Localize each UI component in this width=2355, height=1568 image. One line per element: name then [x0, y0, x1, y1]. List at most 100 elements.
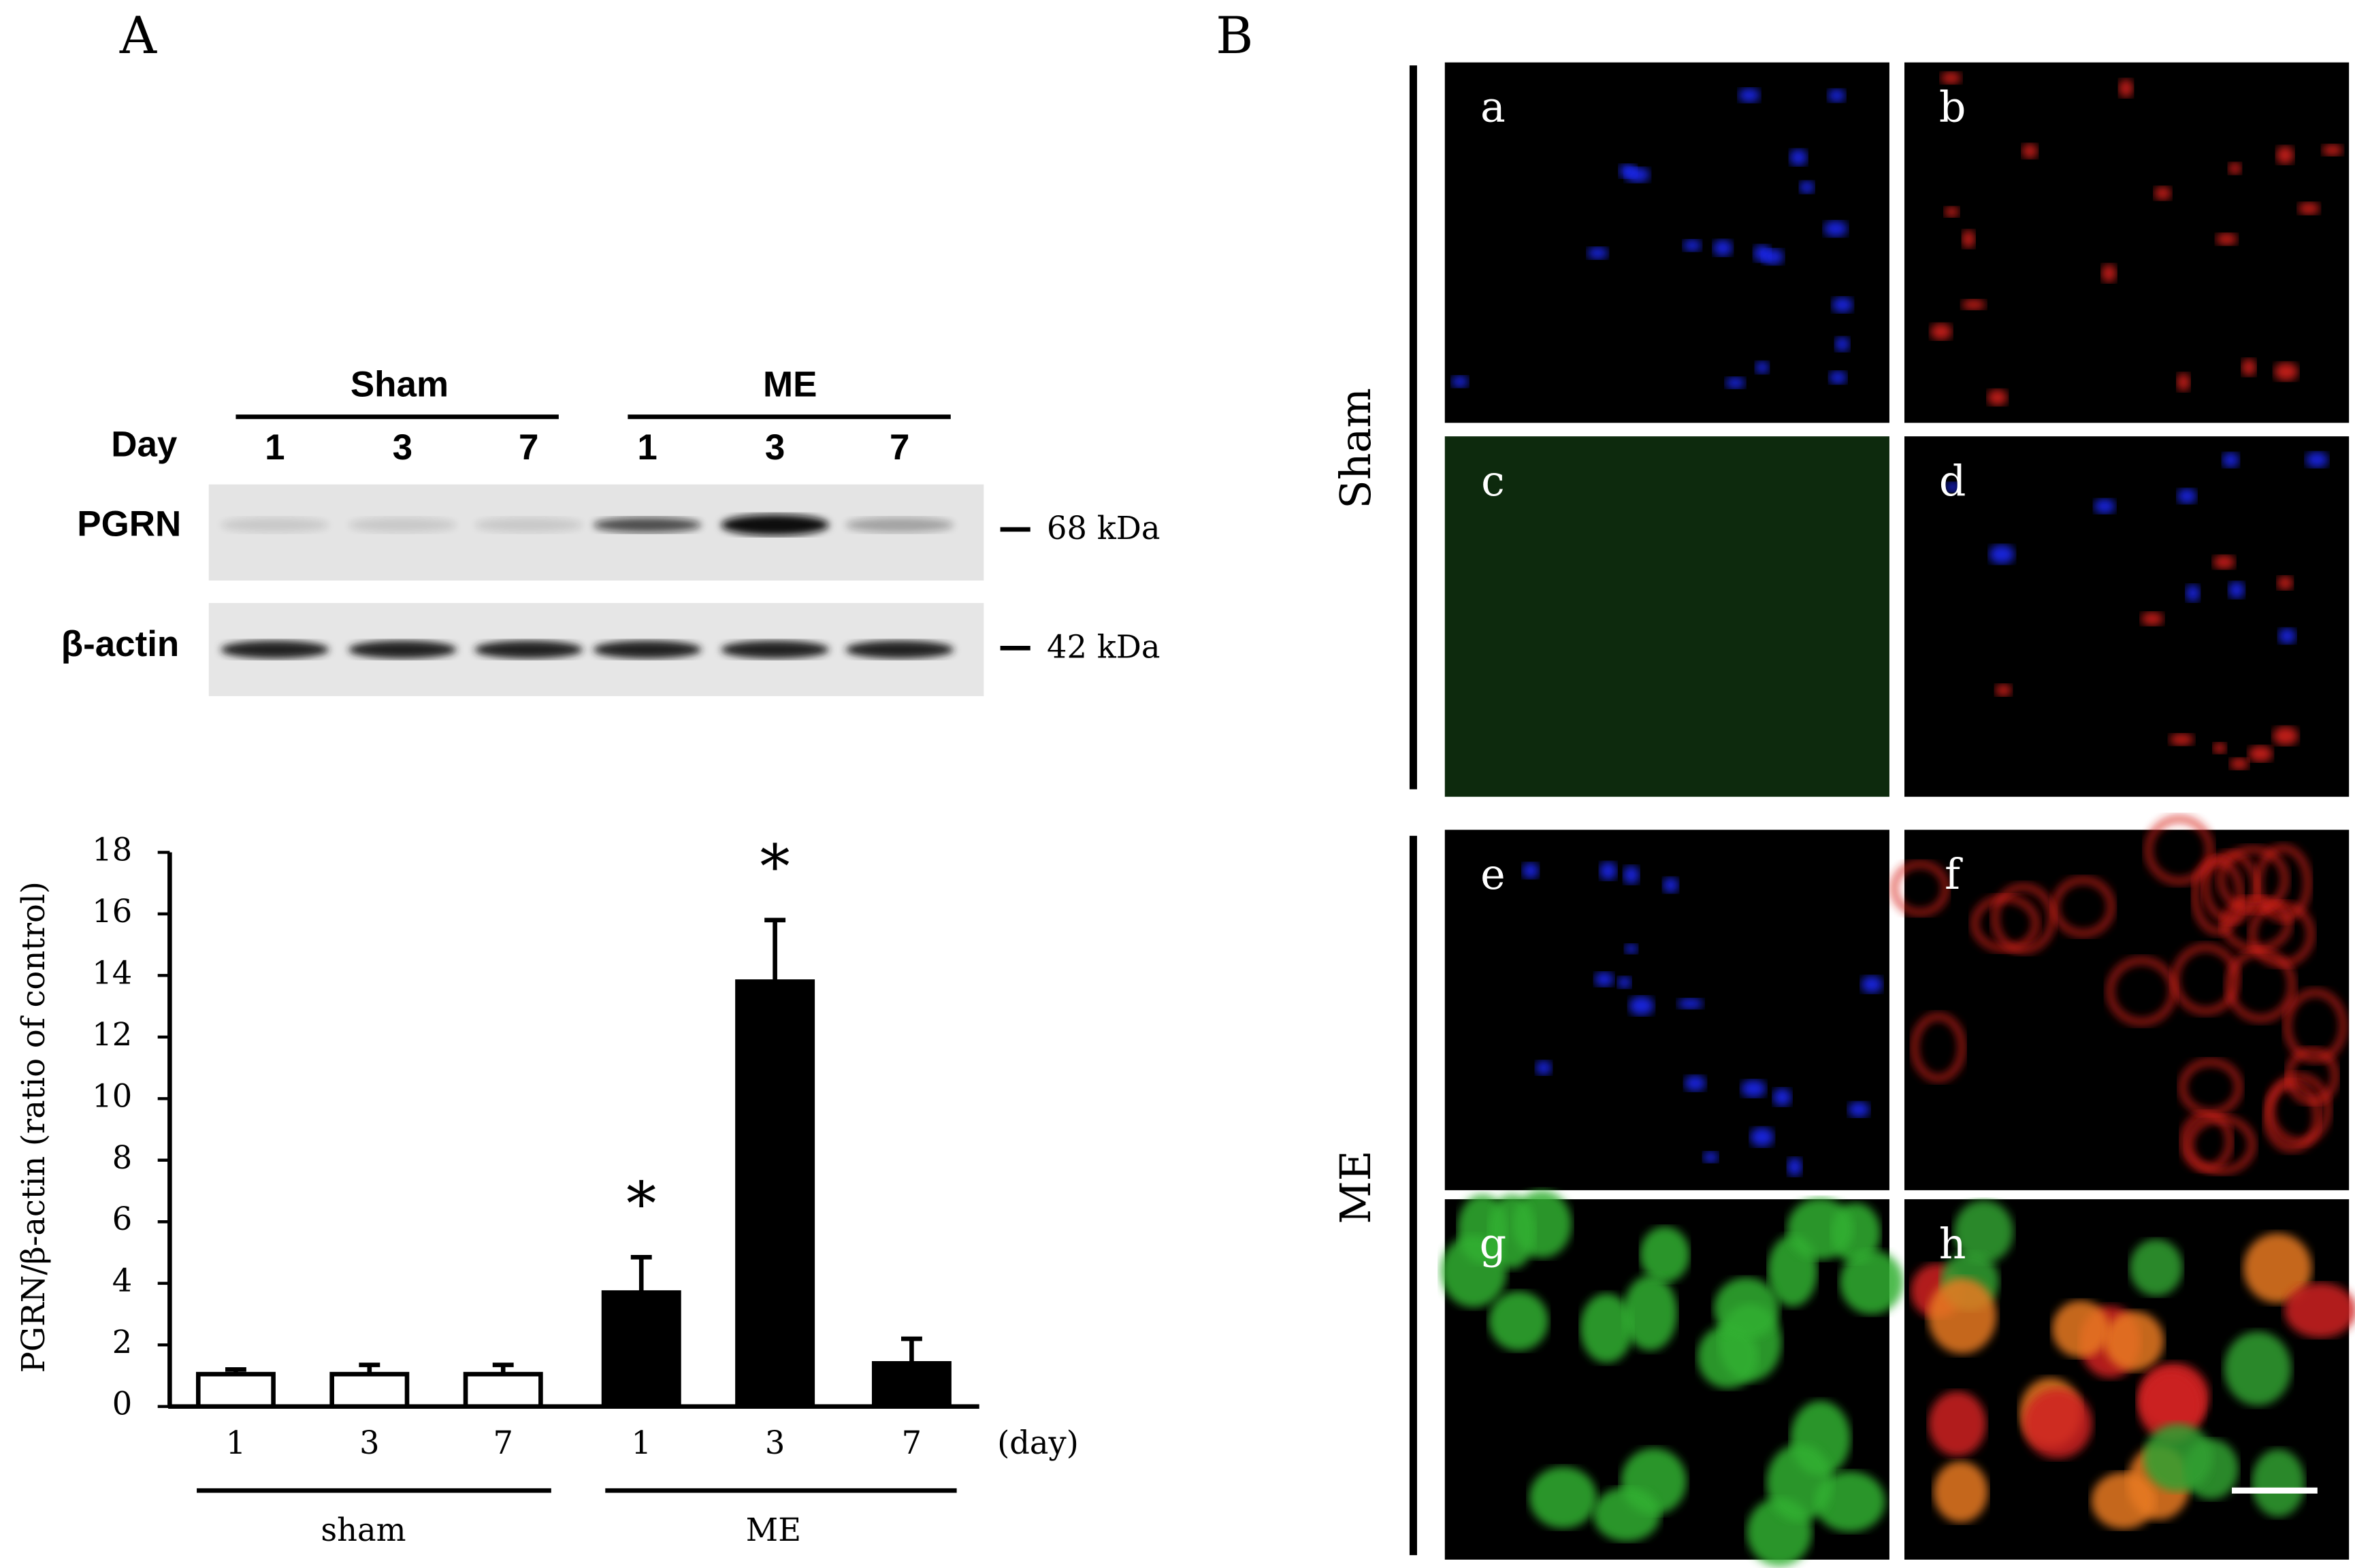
cell: [1535, 1060, 1553, 1075]
western-blot: Sham ME Day PGRN β-actin 68 kDa 42 kDa 1…: [61, 364, 1160, 696]
cell: [1761, 248, 1784, 265]
day-label: Day: [111, 425, 178, 465]
cell: [1702, 1151, 1719, 1164]
cell: [1944, 206, 1960, 218]
lane-label: 1: [637, 427, 657, 468]
cell: [1772, 1088, 1792, 1107]
cell: [2186, 1115, 2256, 1175]
cell: [2129, 1239, 2183, 1296]
cell: [2172, 944, 2240, 1015]
cell: [1928, 1278, 1997, 1354]
cell: [2051, 877, 2115, 937]
y-tick-label: 4: [112, 1262, 132, 1299]
cell: [2273, 726, 2299, 746]
cell: [2101, 263, 2117, 283]
panel-letter: f: [1945, 850, 1963, 899]
size-label: 68 kDa: [1047, 510, 1160, 546]
cell: [2143, 1423, 2213, 1492]
cell: [1787, 1157, 1802, 1177]
cell: [1529, 1467, 1597, 1529]
cell: [2215, 233, 2238, 246]
panel-letter: c: [1481, 457, 1505, 506]
panel-label: B: [1216, 5, 1253, 65]
band: [221, 517, 329, 533]
panel-letter: d: [1939, 457, 1966, 506]
x-tick-label: 1: [226, 1424, 246, 1461]
lane-label: 7: [519, 427, 538, 468]
x-tick-label: 3: [359, 1424, 379, 1461]
band: [474, 517, 583, 533]
row-label: ME: [1331, 1150, 1380, 1224]
cell: [1624, 943, 1638, 954]
cell: [2248, 745, 2273, 762]
bar: [735, 979, 815, 1409]
band: [721, 514, 830, 536]
cell: [1738, 88, 1760, 103]
cell: [2118, 78, 2134, 98]
cell: [2179, 1059, 2242, 1116]
cell: [2298, 201, 2320, 215]
cell: [1828, 88, 1846, 103]
cell: [2222, 452, 2239, 468]
cell: [2322, 144, 2343, 157]
y-tick-label: 18: [92, 831, 132, 868]
cell: [1440, 1235, 1507, 1308]
cell: [1750, 1127, 1774, 1147]
band: [348, 517, 457, 533]
cell: [2278, 627, 2296, 644]
cell: [1487, 1194, 1536, 1269]
cell: [2141, 612, 2164, 626]
cell: [1823, 220, 1848, 237]
cell: [2169, 733, 2194, 746]
cell: [1714, 1277, 1779, 1340]
bar: [601, 1290, 681, 1409]
y-axis-label: PGRN/β-actin (ratio of control): [15, 881, 52, 1373]
cell: [1987, 389, 2008, 406]
cell: [2023, 1388, 2092, 1459]
cell: [1930, 323, 1953, 340]
lane-label: 7: [890, 427, 909, 468]
cell: [2051, 1300, 2110, 1358]
cell: [1940, 71, 1962, 84]
y-tick-label: 14: [92, 954, 132, 991]
cell: [2274, 362, 2299, 381]
band: [474, 640, 583, 659]
group-label: Sham: [351, 364, 449, 404]
cell: [2192, 857, 2243, 934]
cell: [1840, 1250, 1904, 1315]
cell: [2226, 948, 2295, 1022]
significance-mark: *: [626, 1169, 656, 1239]
panel-label: A: [119, 5, 157, 65]
cell: [1848, 1101, 1870, 1117]
cell: [1683, 239, 1702, 252]
micrograph: [1904, 62, 2350, 423]
cell: [1522, 862, 1540, 879]
band: [221, 640, 329, 659]
x-tick-label: 1: [631, 1424, 651, 1461]
y-tick-label: 0: [112, 1386, 132, 1422]
band: [721, 640, 830, 659]
cell: [1587, 246, 1608, 260]
micrograph: [1444, 436, 1889, 797]
cell: [1891, 861, 1949, 916]
cell: [1580, 1293, 1634, 1363]
cell: [2212, 742, 2227, 754]
y-tick-label: 6: [112, 1200, 132, 1237]
cell: [1599, 862, 1617, 881]
y-tick-label: 8: [112, 1139, 132, 1176]
lane-label: 1: [265, 427, 285, 468]
row-label: β-actin: [61, 624, 180, 664]
cell: [1829, 370, 1847, 385]
row-label: Sham: [1331, 388, 1380, 509]
y-tick-label: 10: [92, 1077, 132, 1114]
cell: [1961, 299, 1986, 310]
band: [845, 517, 954, 533]
cell: [1725, 376, 1745, 389]
y-tick-label: 2: [112, 1324, 132, 1360]
cell: [2221, 896, 2292, 952]
cell: [1861, 975, 1883, 994]
cell: [2154, 186, 2172, 201]
cell: [1928, 1391, 1987, 1456]
panel-letter: g: [1480, 1220, 1507, 1269]
